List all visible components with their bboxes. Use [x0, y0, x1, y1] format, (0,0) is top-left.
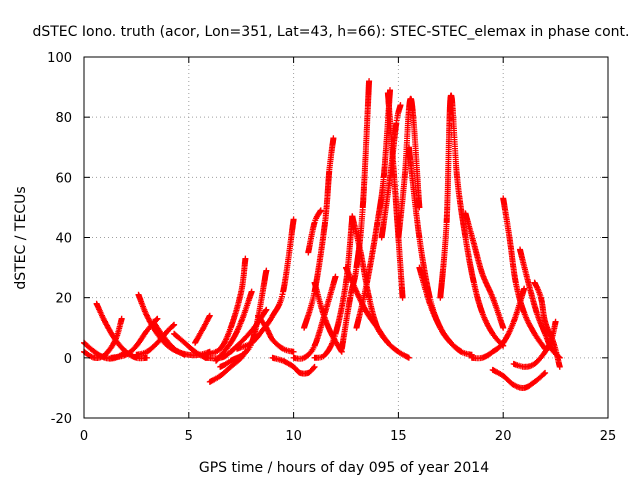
y-tick-label: -20 [51, 412, 72, 427]
series-34 [500, 195, 549, 352]
series-markers [462, 210, 507, 331]
series-15 [269, 354, 318, 377]
series-markers [255, 312, 297, 355]
y-tick-label: 80 [55, 111, 72, 126]
x-tick-label: 25 [600, 429, 617, 444]
series-markers [171, 330, 209, 361]
series-30 [416, 264, 475, 358]
series-markers [150, 318, 188, 358]
series-19 [305, 207, 324, 256]
series-27 [378, 102, 404, 241]
x-axis: 0 5 10 15 20 25 [80, 57, 616, 444]
series-markers [269, 354, 318, 377]
series-13 [217, 267, 270, 370]
series-markers [311, 213, 356, 361]
series-markers [378, 102, 404, 241]
y-axis-label: dSTEC / TECUs [13, 186, 29, 289]
series-markers [468, 285, 528, 362]
series-38 [510, 318, 559, 370]
x-tick-label: 15 [390, 429, 407, 444]
series-6 [150, 318, 188, 358]
series-markers [343, 264, 412, 361]
series-16 [255, 312, 297, 355]
y-tick-label: 60 [55, 171, 72, 186]
series-8 [192, 312, 213, 346]
series-31 [437, 92, 507, 349]
series-37 [531, 279, 563, 370]
series-markers [217, 267, 270, 370]
data-series [81, 78, 563, 391]
series-2 [93, 300, 150, 362]
series-35 [489, 366, 549, 391]
series-7 [171, 330, 209, 361]
series-markers [93, 300, 150, 362]
series-markers [192, 312, 213, 346]
chart-title: dSTEC Iono. truth (acor, Lon=351, Lat=43… [32, 24, 629, 40]
y-axis: -20 0 20 40 60 80 100 [47, 51, 608, 427]
x-axis-label: GPS time / hours of day 095 of year 2014 [199, 460, 489, 476]
grid [84, 57, 608, 418]
series-markers [437, 92, 507, 349]
x-tick-label: 10 [285, 429, 302, 444]
series-14 [234, 216, 297, 352]
series-markers [234, 216, 297, 352]
series-markers [305, 207, 324, 256]
series-markers [510, 318, 559, 370]
x-tick-label: 0 [80, 429, 88, 444]
y-tick-label: 0 [64, 352, 72, 367]
series-markers [489, 366, 549, 391]
y-tick-label: 100 [47, 51, 72, 66]
series-markers [531, 279, 563, 370]
series-32 [462, 210, 507, 331]
x-tick-label: 20 [495, 429, 512, 444]
series-markers [416, 264, 475, 358]
y-tick-label: 20 [55, 292, 72, 307]
series-markers [500, 195, 549, 352]
series-33 [468, 285, 528, 362]
series-22 [338, 78, 373, 352]
series-36 [517, 246, 563, 361]
series-markers [338, 78, 373, 352]
series-markers [517, 246, 563, 361]
x-tick-label: 5 [185, 429, 193, 444]
series-21 [311, 213, 356, 361]
y-tick-label: 40 [55, 232, 72, 247]
series-25 [343, 264, 412, 361]
plot-frame [83, 56, 609, 419]
